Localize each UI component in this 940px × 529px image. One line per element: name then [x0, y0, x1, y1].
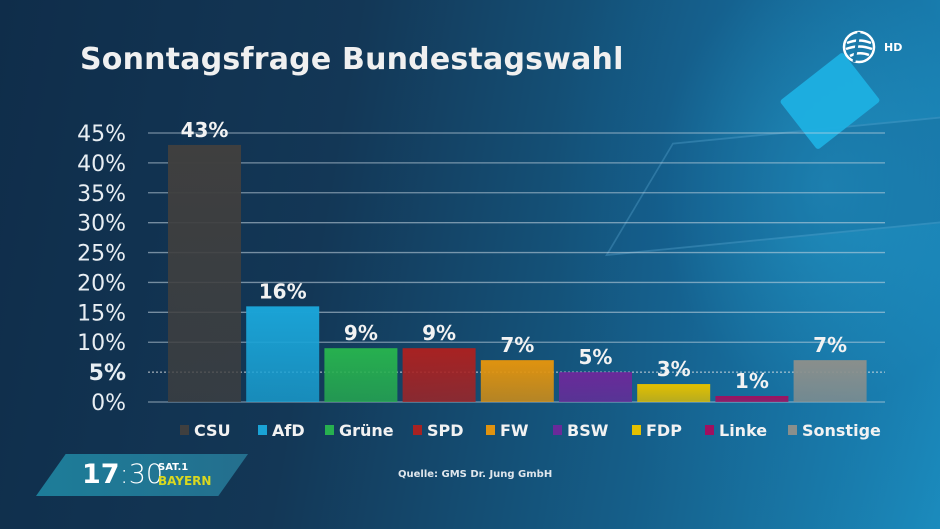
clock-colon: : [119, 459, 129, 490]
y-tick-label: 15% [77, 301, 126, 326]
value-label-fw: 7% [500, 333, 534, 357]
bar-linke [715, 396, 789, 402]
sat1-ball-icon [842, 30, 876, 64]
bars [168, 144, 867, 402]
value-label-sonstige: 7% [813, 333, 847, 357]
legend-swatch [632, 425, 641, 435]
hd-badge: HD [884, 40, 903, 54]
y-tick-label: 45% [77, 122, 126, 147]
clock-minutes: 30 [128, 459, 164, 490]
y-tick-label: 25% [77, 242, 126, 267]
channel-region: BAYERN [158, 474, 212, 488]
bar-spd [402, 348, 476, 402]
bar-bsw [559, 372, 632, 402]
bar-afd [246, 306, 320, 402]
clock-hours: 17 [82, 459, 120, 490]
value-label-fdp: 3% [657, 357, 691, 381]
clock: 17:30 [82, 459, 163, 490]
chart-title: Sonntagsfrage Bundestagswahl [80, 42, 624, 77]
legend-label: Linke [719, 421, 767, 440]
program-ident: 17:30 SAT.1 BAYERN [36, 454, 248, 496]
channel-logo: HD [842, 30, 902, 64]
channel-name: SAT.1 [158, 462, 189, 473]
legend-swatch [705, 425, 714, 435]
legend-label: SPD [427, 421, 464, 440]
bar-fdp [637, 384, 711, 402]
legend-swatch [325, 425, 334, 435]
y-tick-label: 40% [77, 152, 126, 177]
y-axis: 0% 5% 10% 15% 20% 25% 30% 35% 40% 45% [77, 122, 126, 416]
legend-swatch [258, 425, 267, 435]
legend-label: FW [500, 421, 529, 440]
legend-swatch [553, 425, 562, 435]
value-label-bsw: 5% [579, 345, 613, 369]
bar-grüne [324, 348, 398, 402]
legend-label: Grüne [339, 421, 394, 440]
legend-swatch [486, 425, 495, 435]
legend-label: Sonstige [802, 421, 881, 440]
legend: CSU AfD Grüne SPD FW BSW FDP Linke Sonstige [180, 421, 881, 440]
y-tick-label: 30% [77, 212, 126, 237]
y-tick-label: 5% [89, 361, 126, 386]
y-tick-label: 10% [77, 331, 126, 356]
value-label-afd: 16% [259, 279, 307, 303]
legend-swatch [180, 425, 189, 435]
legend-label: CSU [194, 421, 231, 440]
legend-label: AfD [272, 421, 305, 440]
value-label-spd: 9% [422, 321, 456, 345]
bar-sonstige [793, 360, 867, 402]
y-tick-label: 20% [77, 271, 126, 296]
ident-plate [36, 454, 248, 496]
legend-swatch [413, 425, 422, 435]
value-label-grüne: 9% [344, 321, 378, 345]
bar-fw [480, 360, 554, 402]
bar-csu [168, 144, 241, 402]
y-tick-label: 0% [91, 391, 126, 416]
value-label-linke: 1% [735, 369, 769, 393]
legend-label: BSW [567, 421, 609, 440]
source-note: Quelle: GMS Dr. Jung GmbH [398, 469, 553, 480]
legend-swatch [788, 425, 797, 435]
value-label-csu: 43% [181, 118, 229, 142]
y-tick-label: 35% [77, 182, 126, 207]
legend-label: FDP [646, 421, 682, 440]
value-labels: 43% 16% 9% 9% 7% 5% 3% 1% 7% [181, 118, 848, 393]
